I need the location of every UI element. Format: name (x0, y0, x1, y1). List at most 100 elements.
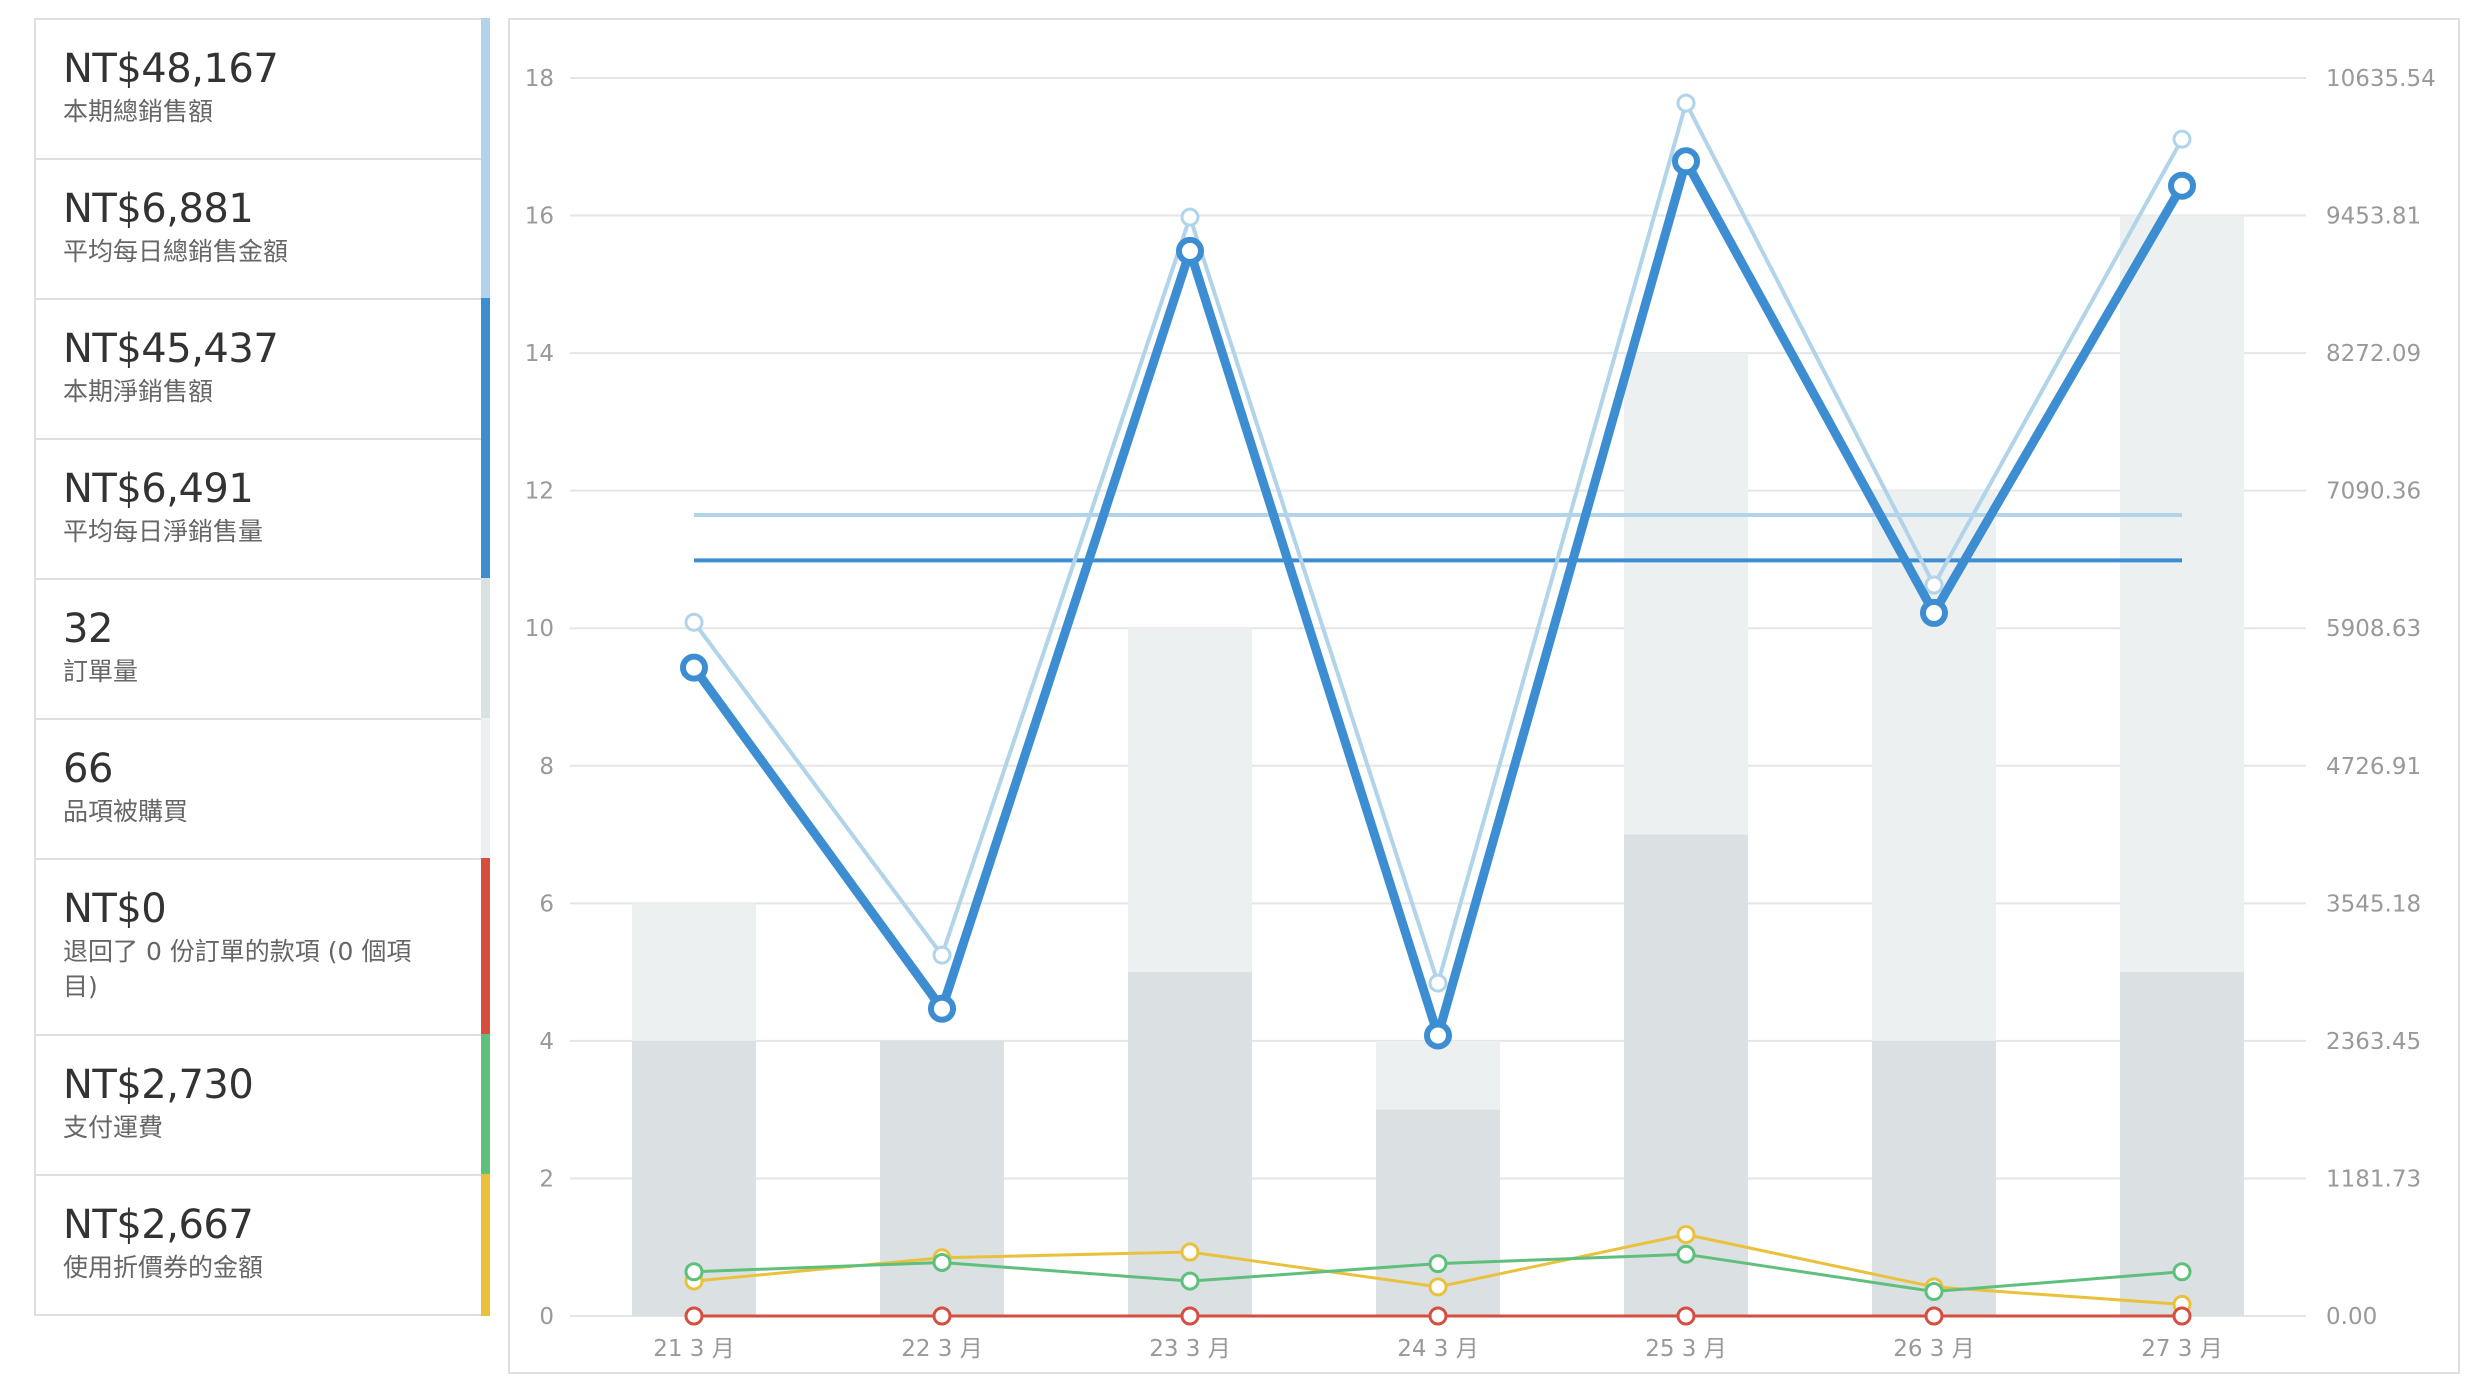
legend-value: NT$48,167 (63, 46, 279, 92)
data-point (1428, 1277, 1448, 1297)
right-axis-tick-label: 9453.81 (2326, 204, 2421, 230)
chart-panel: 0 2 4 6 8 10 12 14 16 18 0.00 1181.73 2363.45 3545.18… (508, 18, 2460, 1374)
legend-color-bar (481, 438, 490, 580)
sales-chart: 0 2 4 6 8 10 12 14 16 18 0.00 1181.73 2363.45 3545.18… (525, 66, 2436, 1362)
data-point (1672, 147, 1700, 176)
legend-label: 使用折價券的金額 (63, 1253, 264, 1282)
legend-color-bar (481, 298, 490, 440)
data-point (1920, 598, 1948, 627)
legend-value: NT$2,730 (63, 1062, 254, 1108)
legend-label: 訂單量 (63, 657, 139, 686)
right-axis-tick-label: 3545.18 (2326, 891, 2421, 917)
axis-labels: 0 2 4 6 8 10 12 14 16 18 0.00 1181.73 2363.45 3545.18… (525, 66, 2436, 1362)
x-axis-tick-label: 24 3 月 (1397, 1336, 1479, 1362)
left-axis-tick-label: 6 (539, 891, 554, 917)
data-point (1180, 207, 1200, 227)
data-point (2172, 1306, 2192, 1326)
data-point (932, 1306, 952, 1326)
x-axis-tick-label: 27 3 月 (2141, 1336, 2223, 1362)
data-point (928, 994, 956, 1023)
left-axis-tick-label: 14 (525, 341, 554, 367)
legend-label: 平均每日總銷售金額 (63, 237, 289, 266)
legend-color-bar (481, 18, 490, 160)
x-axis-tick-label: 21 3 月 (653, 1336, 735, 1362)
data-point (1428, 1254, 1448, 1274)
left-axis-tick-label: 18 (525, 66, 554, 92)
left-axis-tick-label: 16 (525, 204, 554, 230)
right-axis-tick-label: 4726.91 (2326, 754, 2421, 780)
legend-item-orders[interactable]: 32 訂單量 (36, 578, 490, 720)
legend-item-refunds[interactable]: NT$0 退回了 0 份訂單的款項 (0 個項目) (36, 858, 490, 1036)
left-axis-tick-label: 2 (539, 1166, 554, 1192)
legend-item-gross-sales[interactable]: NT$48,167 本期總銷售額 (36, 18, 490, 160)
data-point (1180, 1306, 1200, 1326)
data-point (1676, 1244, 1696, 1264)
legend-label: 本期淨銷售額 (63, 377, 214, 406)
legend-item-coupons[interactable]: NT$2,667 使用折價券的金額 (36, 1174, 490, 1316)
right-axis-tick-label: 5908.63 (2326, 616, 2421, 642)
data-point (684, 1306, 704, 1326)
legend-item-avg-net-sales[interactable]: NT$6,491 平均每日淨銷售量 (36, 438, 490, 580)
legend-color-bar (481, 858, 490, 1036)
x-axis-tick-label: 26 3 月 (1893, 1336, 1975, 1362)
legend-label: 退回了 0 份訂單的款項 (0 個項目) (63, 937, 412, 1001)
data-point (2168, 171, 2196, 200)
legend-value: NT$2,667 (63, 1202, 254, 1248)
right-axis-tick-label: 7090.36 (2326, 479, 2421, 505)
data-point (684, 612, 704, 632)
data-point (1676, 93, 1696, 113)
legend-color-bar (481, 1034, 490, 1176)
data-point (932, 945, 952, 965)
data-point (1180, 1271, 1200, 1291)
legend-item-shipping[interactable]: NT$2,730 支付運費 (36, 1034, 490, 1176)
data-point (1676, 1225, 1696, 1245)
legend-color-bar (481, 718, 490, 860)
legend-label: 平均每日淨銷售量 (63, 517, 264, 546)
bar (1872, 1040, 1996, 1316)
bar (1128, 972, 1252, 1316)
data-point (1428, 973, 1448, 993)
data-point (1428, 1306, 1448, 1326)
right-axis-tick-label: 10635.54 (2326, 66, 2436, 92)
left-axis-tick-label: 8 (539, 754, 554, 780)
data-point (1676, 1306, 1696, 1326)
right-axis-tick-label: 2363.45 (2326, 1029, 2421, 1055)
legend-value: NT$6,491 (63, 466, 254, 512)
legend-item-items-purchased[interactable]: 66 品項被購買 (36, 718, 490, 860)
data-point (684, 1262, 704, 1282)
legend-value: 66 (63, 746, 113, 792)
grid-lines (570, 77, 2306, 1317)
data-point (2172, 129, 2192, 149)
data-point (1180, 1242, 1200, 1262)
legend-value: NT$6,881 (63, 186, 254, 232)
x-axis-tick-label: 23 3 月 (1149, 1336, 1231, 1362)
data-point (1424, 1021, 1452, 1050)
data-point (1924, 1306, 1944, 1326)
bar (880, 1040, 1004, 1316)
series-lines (680, 93, 2196, 1326)
x-axis-tick-label: 25 3 月 (1645, 1336, 1727, 1362)
legend-item-net-sales[interactable]: NT$45,437 本期淨銷售額 (36, 298, 490, 440)
legend-color-bar (481, 158, 490, 300)
legend-value: NT$0 (63, 886, 167, 932)
data-point (1924, 1282, 1944, 1302)
left-axis-tick-label: 4 (539, 1029, 554, 1055)
right-axis-tick-label: 8272.09 (2326, 341, 2421, 367)
right-axis-tick-label: 0.00 (2326, 1304, 2377, 1330)
average-lines (694, 513, 2182, 563)
legend-label: 品項被購買 (63, 797, 189, 826)
legend-value: 32 (63, 606, 113, 652)
bar (2120, 972, 2244, 1316)
legend-item-avg-gross-sales[interactable]: NT$6,881 平均每日總銷售金額 (36, 158, 490, 300)
data-point (2172, 1262, 2192, 1282)
legend-label: 支付運費 (63, 1113, 164, 1142)
right-axis-tick-label: 1181.73 (2326, 1166, 2421, 1192)
left-axis-tick-label: 10 (525, 616, 554, 642)
x-axis-tick-label: 22 3 月 (901, 1336, 983, 1362)
legend-value: NT$45,437 (63, 326, 279, 372)
left-axis-tick-label: 0 (539, 1304, 554, 1330)
data-point (1924, 575, 1944, 595)
legend-color-bar (481, 1174, 490, 1316)
data-point (1176, 236, 1204, 265)
chart-legend: NT$48,167 本期總銷售額 NT$6,881 平均每日總銷售金額 NT$4… (34, 18, 490, 1316)
